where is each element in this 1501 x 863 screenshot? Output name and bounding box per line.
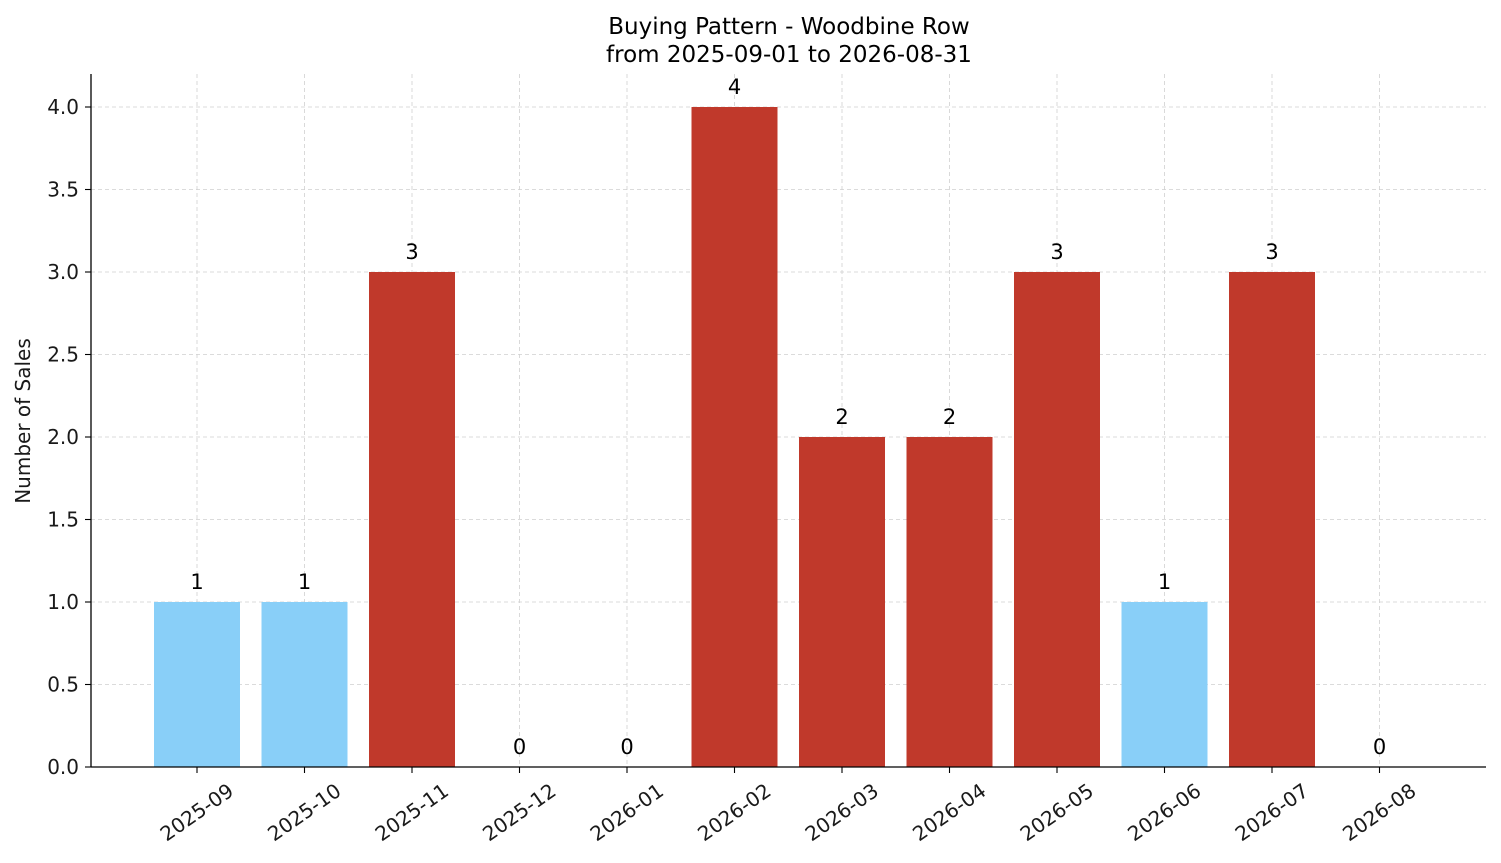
y-tick-label: 2.5 <box>47 343 79 367</box>
x-axis-ticks: 2025-09 2025-10 2025-11 2025-12 2026-01 2026-… <box>156 767 1420 846</box>
x-tick-label: 2025-09 <box>156 778 238 846</box>
bars <box>154 107 1315 767</box>
x-tick-label: 2025-11 <box>371 778 453 846</box>
data-label-2026-08: 0 <box>1373 735 1386 759</box>
bar-2026-04 <box>906 437 993 767</box>
data-label-2026-06: 1 <box>1158 570 1171 594</box>
y-axis-title: Number of Sales <box>11 338 35 504</box>
data-label-2025-11: 3 <box>405 240 418 264</box>
bar-2025-10 <box>261 602 348 767</box>
y-tick-label: 0.5 <box>47 673 79 697</box>
x-tick-label: 2026-08 <box>1338 778 1420 846</box>
data-label-2025-09: 1 <box>190 570 203 594</box>
bar-2026-03 <box>799 437 885 767</box>
bar-2026-02 <box>691 107 778 767</box>
chart-title: Buying Pattern - Woodbine Row <box>608 14 970 40</box>
data-label-2026-02: 4 <box>728 75 741 99</box>
x-tick-label: 2026-06 <box>1123 778 1205 846</box>
x-tick-label: 2026-05 <box>1016 778 1098 846</box>
data-labels: 1 1 3 0 0 4 2 2 3 1 3 0 <box>190 75 1386 759</box>
bar-2025-11 <box>369 272 455 767</box>
data-label-2026-04: 2 <box>943 405 956 429</box>
y-tick-label: 1.5 <box>47 508 79 532</box>
y-tick-label: 1.0 <box>47 590 79 614</box>
x-tick-label: 2026-03 <box>801 778 883 846</box>
data-label-2026-07: 3 <box>1265 240 1278 264</box>
bar-2025-09 <box>154 602 240 767</box>
x-tick-label: 2026-02 <box>693 778 775 846</box>
x-tick-label: 2026-01 <box>586 778 668 846</box>
data-label-2025-12: 0 <box>513 735 526 759</box>
data-label-2025-10: 1 <box>298 570 311 594</box>
data-label-2026-01: 0 <box>620 735 633 759</box>
bar-2026-06 <box>1121 602 1208 767</box>
data-label-2026-03: 2 <box>835 405 848 429</box>
y-tick-label: 2.0 <box>47 425 79 449</box>
y-tick-label: 0.0 <box>47 755 79 779</box>
bar-2026-05 <box>1014 272 1100 767</box>
data-label-2026-05: 3 <box>1050 240 1063 264</box>
bar-2026-07 <box>1229 272 1315 767</box>
y-tick-label: 3.5 <box>47 178 79 202</box>
x-tick-label: 2026-07 <box>1231 778 1313 846</box>
x-tick-label: 2026-04 <box>908 778 990 846</box>
chart-subtitle: from 2025-09-01 to 2026-08-31 <box>606 42 972 68</box>
x-tick-label: 2025-10 <box>263 778 345 846</box>
y-axis-ticks: 0.0 0.5 1.0 1.5 2.0 2.5 3.0 3.5 4.0 <box>47 95 91 779</box>
y-tick-label: 4.0 <box>47 95 79 119</box>
x-tick-label: 2025-12 <box>478 778 560 846</box>
y-tick-label: 3.0 <box>47 260 79 284</box>
